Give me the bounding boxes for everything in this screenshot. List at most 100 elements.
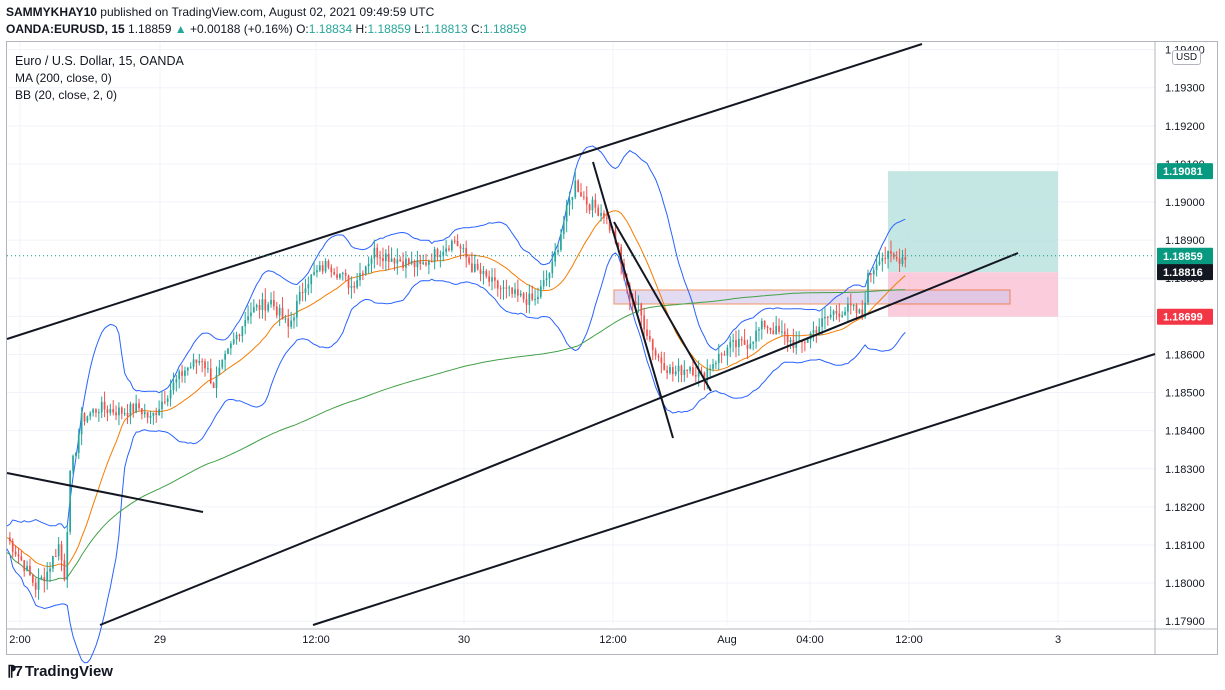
chart-title[interactable]: Euro / U.S. Dollar, 15, OANDA bbox=[15, 54, 184, 68]
candle-body bbox=[605, 217, 608, 219]
candle-body bbox=[726, 347, 729, 356]
candle-body bbox=[812, 330, 815, 334]
candle-body bbox=[224, 353, 226, 360]
chart-frame bbox=[6, 41, 1218, 655]
currency-button[interactable]: USD bbox=[1172, 50, 1202, 65]
candle-body bbox=[468, 257, 470, 264]
candle-body bbox=[146, 412, 149, 418]
last-price: 1.18859 bbox=[128, 22, 172, 36]
candle-body bbox=[700, 371, 703, 373]
price-axis: 1.17900 1.18000 1.18100 1.18200 1.18300 1.184… bbox=[1165, 45, 1205, 629]
candle-body bbox=[717, 353, 720, 364]
tradingview-logo[interactable]: ⁋7 TradingView bbox=[7, 662, 113, 681]
candle-body bbox=[382, 257, 384, 262]
candle-body bbox=[215, 375, 218, 389]
candle-body bbox=[608, 218, 611, 231]
candle-body bbox=[344, 272, 347, 276]
candle-body bbox=[574, 180, 577, 198]
candle-body bbox=[832, 311, 835, 315]
candle-body bbox=[620, 247, 623, 264]
candle-body bbox=[52, 556, 54, 569]
published-text: published on TradingView.com, August 02,… bbox=[100, 5, 435, 19]
candle-body bbox=[821, 318, 823, 327]
candle-body bbox=[525, 299, 528, 305]
ma-legend[interactable]: MA (200, close, 0) bbox=[15, 71, 112, 85]
candle-body bbox=[316, 270, 318, 273]
candle-body bbox=[634, 301, 637, 306]
candle-body bbox=[37, 579, 40, 590]
candle-body bbox=[775, 325, 778, 335]
candle-body bbox=[531, 293, 534, 300]
bb-legend[interactable]: BB (20, close, 2, 0) bbox=[15, 88, 118, 102]
candle-body bbox=[255, 305, 258, 308]
candle-body bbox=[643, 315, 646, 330]
candle-body bbox=[534, 299, 536, 301]
candle-body bbox=[284, 318, 287, 320]
candle-body bbox=[867, 273, 869, 303]
candle-body bbox=[651, 339, 654, 351]
price-tick-label: 1.19200 bbox=[1165, 121, 1205, 133]
candle-body bbox=[760, 320, 763, 330]
candle-body bbox=[803, 342, 806, 344]
candle-body bbox=[671, 367, 674, 375]
candle-body bbox=[448, 248, 450, 251]
symbol-label[interactable]: OANDA:EURUSD, 15 bbox=[6, 22, 125, 36]
candle-body bbox=[462, 248, 465, 250]
candle-body bbox=[132, 404, 135, 413]
candle-body bbox=[841, 315, 844, 317]
candle-body bbox=[766, 326, 769, 328]
candle-body bbox=[120, 407, 123, 414]
candle-body bbox=[247, 316, 249, 321]
candle-body bbox=[261, 299, 264, 310]
candle-body bbox=[43, 577, 46, 582]
publisher-name[interactable]: SAMMYKHAY10 bbox=[6, 5, 97, 19]
price-tick-label: 1.18400 bbox=[1165, 426, 1205, 438]
candle-body bbox=[11, 541, 14, 552]
candle-body bbox=[781, 331, 783, 333]
price-tick-label: 1.18200 bbox=[1165, 502, 1205, 514]
candle-body bbox=[399, 259, 402, 262]
candle-body bbox=[40, 577, 43, 580]
candle-body bbox=[396, 259, 399, 264]
candle-body bbox=[270, 299, 272, 305]
candle-body bbox=[212, 383, 215, 389]
candle-body bbox=[192, 359, 195, 367]
candle-body bbox=[333, 272, 336, 275]
close-label: C: bbox=[470, 22, 483, 36]
candle-body bbox=[663, 363, 666, 371]
candle-body bbox=[849, 303, 852, 306]
candle-body bbox=[387, 253, 390, 262]
candle-body bbox=[278, 307, 281, 316]
candle-body bbox=[858, 309, 861, 314]
candle-body bbox=[505, 287, 508, 289]
candle-body bbox=[92, 409, 94, 413]
candle-body bbox=[347, 275, 350, 288]
candle-body bbox=[494, 277, 496, 281]
candle-body bbox=[870, 273, 872, 275]
supply-zone bbox=[613, 289, 1011, 305]
candle-body bbox=[367, 263, 370, 267]
candle-body bbox=[637, 303, 640, 306]
candle-body bbox=[425, 262, 427, 265]
channel-upper-line bbox=[6, 43, 923, 340]
candle-body bbox=[591, 199, 594, 211]
candle-body bbox=[522, 293, 525, 300]
candle-body bbox=[706, 369, 709, 380]
candle-body bbox=[709, 368, 712, 370]
low-label: L: bbox=[414, 22, 425, 36]
candle-body bbox=[201, 360, 204, 362]
candle-body bbox=[677, 365, 680, 372]
time-tick-label: 29 bbox=[154, 634, 166, 646]
change-arrow-icon: ▲ bbox=[174, 22, 187, 36]
candle-body bbox=[826, 316, 829, 318]
candle-body bbox=[72, 455, 74, 471]
candle-body bbox=[502, 287, 505, 289]
candle-body bbox=[60, 544, 63, 561]
candle-body bbox=[204, 361, 206, 369]
open-value: 1.18834 bbox=[308, 22, 353, 36]
candle-body bbox=[221, 359, 224, 368]
candle-body bbox=[416, 260, 419, 268]
last-price-text: 1.18859 bbox=[1163, 251, 1203, 263]
level-price-text: 1.18816 bbox=[1163, 267, 1203, 279]
